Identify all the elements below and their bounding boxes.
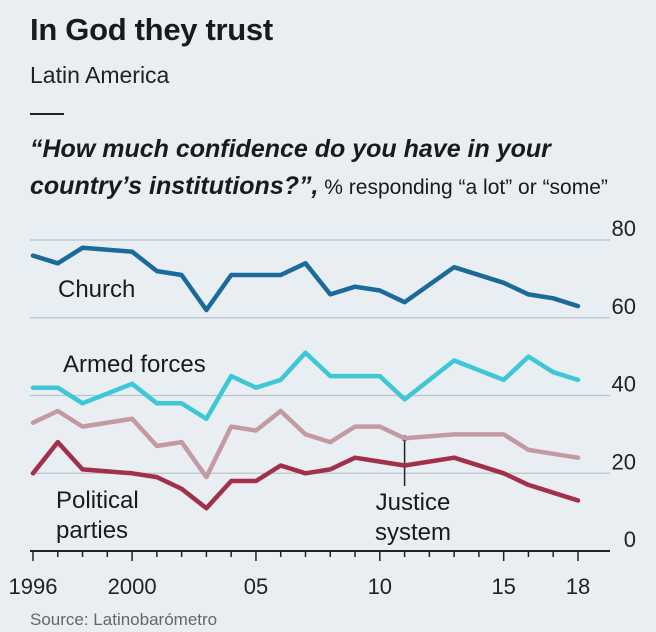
series-line-justice-system <box>30 408 581 480</box>
series-label-political-parties: parties <box>56 517 128 544</box>
question-text: “How much confidence do you have in your… <box>30 135 551 200</box>
x-tick-label-1996: 1996 <box>9 574 58 599</box>
series-label-justice-system: system <box>375 519 451 546</box>
series-label-justice-system: Justice <box>376 489 451 516</box>
chart-title: In God they trust <box>30 12 273 47</box>
y-tick-label-20: 20 <box>612 449 636 474</box>
x-tick-label-2000: 2000 <box>108 574 157 599</box>
source-note: Source: Latinobarómetro <box>30 610 218 629</box>
title-rule <box>30 113 64 115</box>
x-tick-label-10: 10 <box>368 574 392 599</box>
x-tick-label-15: 15 <box>491 574 515 599</box>
y-tick-label-80: 80 <box>612 216 636 241</box>
survey-question: “How much confidence do you have in your… <box>30 131 650 206</box>
x-tick-label-05: 05 <box>244 574 268 599</box>
series-label-church: Church <box>58 276 135 303</box>
y-tick-label-40: 40 <box>612 372 636 397</box>
series-label-armed-forces: Armed forces <box>63 351 206 378</box>
series-line-armed-forces <box>30 350 581 422</box>
y-tick-label-60: 60 <box>612 294 636 319</box>
y-tick-label-0: 0 <box>624 527 636 552</box>
series-line-political-parties <box>30 439 581 511</box>
x-tick-label-18: 18 <box>566 574 590 599</box>
series-line-church <box>30 245 581 313</box>
chart-subtitle: Latin America <box>30 62 170 88</box>
series-label-political-parties: Political <box>56 487 139 514</box>
question-unit: % responding “a lot” or “some” <box>318 176 608 199</box>
